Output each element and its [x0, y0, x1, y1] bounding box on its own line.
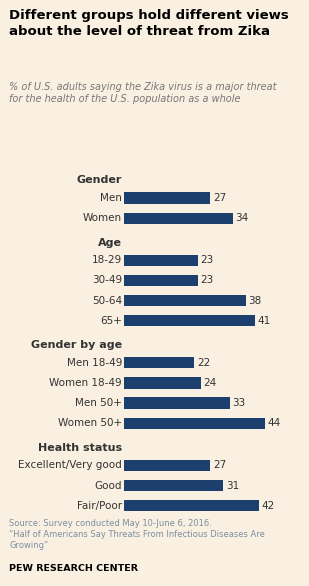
Bar — [124, 377, 201, 389]
Text: Good: Good — [95, 481, 122, 490]
Text: Gender: Gender — [77, 175, 122, 185]
Text: Men 18-49: Men 18-49 — [67, 358, 122, 368]
Bar — [124, 192, 210, 203]
Text: 23: 23 — [200, 255, 213, 265]
Text: 34: 34 — [235, 213, 249, 223]
Bar — [124, 213, 233, 224]
Bar — [124, 275, 197, 286]
Bar — [124, 357, 194, 369]
Text: 27: 27 — [213, 461, 226, 471]
Text: 24: 24 — [203, 378, 217, 388]
Text: 23: 23 — [200, 275, 213, 285]
Text: Women: Women — [83, 213, 122, 223]
Text: 33: 33 — [232, 398, 245, 408]
Text: 65+: 65+ — [100, 316, 122, 326]
Text: Age: Age — [98, 238, 122, 248]
Text: 31: 31 — [226, 481, 239, 490]
Bar — [124, 397, 230, 408]
Text: 50-64: 50-64 — [92, 295, 122, 305]
Text: 44: 44 — [268, 418, 281, 428]
Bar — [124, 315, 255, 326]
Text: Fair/Poor: Fair/Poor — [77, 500, 122, 510]
Text: 30-49: 30-49 — [92, 275, 122, 285]
Text: Source: Survey conducted May 10-June 6, 2016.
“Half of Americans Say Threats Fro: Source: Survey conducted May 10-June 6, … — [9, 519, 265, 550]
Text: Different groups hold different views
about the level of threat from Zika: Different groups hold different views ab… — [9, 9, 289, 38]
Text: Health status: Health status — [38, 443, 122, 453]
Bar — [124, 460, 210, 471]
Text: % of U.S. adults saying the Zika virus is a major threat
for the health of the U: % of U.S. adults saying the Zika virus i… — [9, 82, 277, 104]
Text: PEW RESEARCH CENTER: PEW RESEARCH CENTER — [9, 564, 138, 573]
Text: Gender by age: Gender by age — [31, 340, 122, 350]
Bar — [124, 418, 265, 429]
Bar — [124, 500, 259, 511]
Text: Men: Men — [100, 193, 122, 203]
Text: 41: 41 — [258, 316, 271, 326]
Text: 27: 27 — [213, 193, 226, 203]
Text: Women 18-49: Women 18-49 — [49, 378, 122, 388]
Bar — [124, 255, 197, 266]
Bar — [124, 480, 223, 491]
Text: Men 50+: Men 50+ — [75, 398, 122, 408]
Text: Excellent/Very good: Excellent/Very good — [18, 461, 122, 471]
Text: 42: 42 — [261, 500, 274, 510]
Bar — [124, 295, 246, 306]
Text: 38: 38 — [248, 295, 261, 305]
Text: 18-29: 18-29 — [92, 255, 122, 265]
Text: Women 50+: Women 50+ — [58, 418, 122, 428]
Text: 22: 22 — [197, 358, 210, 368]
